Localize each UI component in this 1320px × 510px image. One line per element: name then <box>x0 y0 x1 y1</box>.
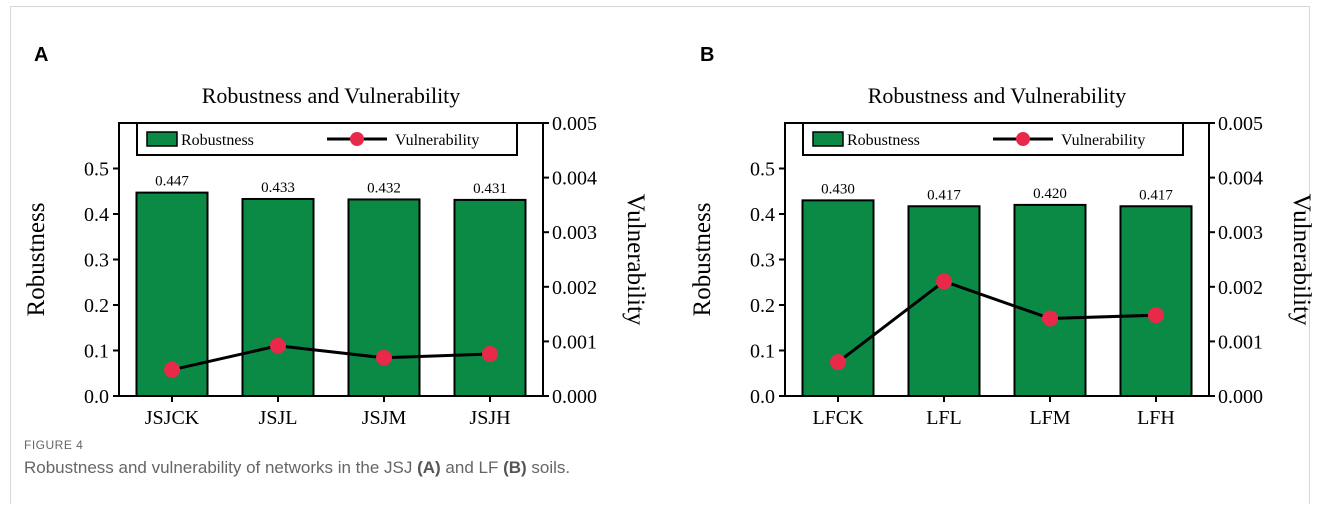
panel-b-y-tick-label: 0.1 <box>750 341 775 363</box>
panel-b-x-tick-label: LFCK <box>812 407 864 429</box>
panel-a-bar-label-jsjm: 0.432 <box>367 180 401 196</box>
panel-b-chart-title: Robustness and Vulnerability <box>868 83 1127 108</box>
figure-label: FIGURE 4 <box>24 438 84 452</box>
panel-a-chart-title: Robustness and Vulnerability <box>202 83 461 108</box>
panel-a-y2-tick-label: 0.004 <box>552 168 597 190</box>
panel-a-y-tick-label: 0.5 <box>84 159 109 181</box>
panel-b-y-axis-label: Robustness <box>689 203 716 317</box>
panel-b-x-tick-label: LFH <box>1137 407 1175 429</box>
panel-b-vulnerability-point-lfh <box>1148 307 1164 324</box>
panel-a-y2-tick-label: 0.001 <box>552 331 597 353</box>
panel-b-bar-label-lfm: 0.420 <box>1033 186 1067 202</box>
figure-caption: Robustness and vulnerability of networks… <box>24 458 570 478</box>
panel-a-x-tick-label: JSJL <box>259 407 298 429</box>
panel-letter-b: B <box>700 44 715 66</box>
panel-a-vulnerability-point-jsjm <box>376 349 392 366</box>
panel-a-y2-tick-label: 0.002 <box>552 277 597 299</box>
panel-a-y-tick-label: 0.4 <box>84 204 109 226</box>
panel-b-legend-swatch-marker <box>1016 132 1030 146</box>
panel-b-y2-tick-label: 0.001 <box>1218 331 1263 353</box>
panel-b-vulnerability-line <box>837 279 1157 364</box>
panel-b-bar-lfh <box>1119 205 1193 397</box>
panel-a-y2-axis-label: Vulnerability <box>622 194 649 326</box>
panel-a-bar-label-jsjck: 0.447 <box>155 174 189 190</box>
panel-b-legend-label-robustness: Robustness <box>847 132 920 149</box>
panel-a-vulnerability-point-jsjh <box>482 345 498 362</box>
panel-a-y2-tick-label: 0.005 <box>552 113 597 135</box>
panel-b-y2-tick-label: 0.002 <box>1218 277 1263 299</box>
panel-b-y-tick-label: 0.0 <box>750 386 775 408</box>
panel-a-y-tick-label: 0.2 <box>84 295 109 317</box>
panel-a-vulnerability-point-jsjck <box>164 361 180 378</box>
panel-b-y2-tick-label: 0.005 <box>1218 113 1263 135</box>
panel-a-bar-label-jsjl: 0.433 <box>261 180 295 196</box>
panel-a-x-tick-label: JSJCK <box>145 407 200 429</box>
panel-a-bar-label-jsjh: 0.431 <box>473 181 507 197</box>
caption-suffix: soils. <box>526 458 571 477</box>
panel-b-y2-tick-label: 0.004 <box>1218 168 1263 190</box>
panel-a-y-tick-label: 0.1 <box>84 341 109 363</box>
panel-letter-a: A <box>34 44 49 66</box>
panel-b-bar-label-lfck: 0.430 <box>821 181 855 197</box>
panel-b-vulnerability-point-lfck <box>830 354 846 371</box>
figure-frame <box>10 6 1310 504</box>
panel-b-vulnerability-point-lfm <box>1042 310 1058 327</box>
panel-a-y2-tick-label: 0.000 <box>552 386 597 408</box>
caption-mid: and LF <box>440 458 504 477</box>
panel-a-y2-tick-label: 0.003 <box>552 222 597 244</box>
panel-a-x-tick-label: JSJH <box>469 407 510 429</box>
panel-b-bar-label-lfh: 0.417 <box>1139 187 1173 203</box>
panel-a-bar-jsjh <box>453 198 527 397</box>
panel-a-bar-jsjl <box>241 197 315 397</box>
caption-ref-a: (A) <box>417 458 441 477</box>
caption-ref-b: (B) <box>503 458 527 477</box>
panel-b-bar-label-lfl: 0.417 <box>927 187 961 203</box>
panel-b-x-tick-label: LFL <box>926 407 962 429</box>
panel-b-y-tick-label: 0.2 <box>750 295 775 317</box>
panel-b-y2-tick-label: 0.000 <box>1218 386 1263 408</box>
panel-a-y-axis-label: Robustness <box>23 203 50 317</box>
panel-a-bar-jsjm <box>347 198 421 397</box>
panel-a-y-tick-label: 0.3 <box>84 250 109 272</box>
panel-b-vulnerability-point-lfl <box>936 273 952 290</box>
panel-a-vulnerability-point-jsjl <box>270 337 286 354</box>
panel-a-legend-label-vulnerability: Vulnerability <box>395 132 479 149</box>
panel-b-y2-tick-label: 0.003 <box>1218 222 1263 244</box>
panel-a-legend-label-robustness: Robustness <box>181 132 254 149</box>
panel-b-y-tick-label: 0.5 <box>750 159 775 181</box>
panel-b-y2-axis-label: Vulnerability <box>1288 194 1315 326</box>
panel-a-x-tick-label: JSJM <box>362 407 407 429</box>
panel-a-legend-swatch-robustness <box>146 131 178 147</box>
panel-a-y-tick-label: 0.0 <box>84 386 109 408</box>
panel-b-legend-swatch-robustness <box>812 131 844 147</box>
panel-b-x-tick-label: LFM <box>1029 407 1070 429</box>
panel-b-bar-lfm <box>1013 203 1087 397</box>
panel-b-y-tick-label: 0.3 <box>750 250 775 272</box>
panel-b-y-tick-label: 0.4 <box>750 204 775 226</box>
panel-a-vulnerability-line <box>171 344 491 372</box>
panel-a-legend-swatch-marker <box>350 132 364 146</box>
caption-prefix: Robustness and vulnerability of networks… <box>24 458 418 477</box>
panel-b-legend-label-vulnerability: Vulnerability <box>1061 132 1145 149</box>
